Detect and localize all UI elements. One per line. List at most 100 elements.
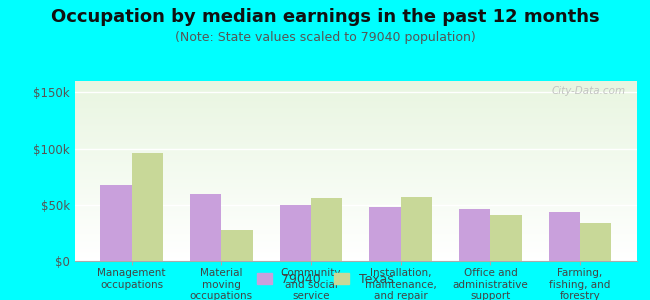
Bar [75, 145, 637, 146]
Bar [75, 163, 637, 164]
Bar [75, 154, 637, 155]
Bar [75, 242, 637, 243]
Bar [75, 129, 637, 130]
Bar [75, 239, 637, 240]
Bar [75, 202, 637, 203]
Bar [75, 162, 637, 163]
Bar [75, 170, 637, 171]
Bar [75, 109, 637, 110]
Bar [75, 87, 637, 88]
Bar [75, 201, 637, 202]
Bar [75, 85, 637, 86]
Bar [75, 191, 637, 192]
Bar [75, 157, 637, 158]
Bar [75, 168, 637, 169]
Bar [75, 118, 637, 119]
Bar [75, 238, 637, 239]
Bar [75, 123, 637, 124]
Bar [75, 182, 637, 183]
Bar [75, 238, 637, 239]
Bar [75, 209, 637, 210]
Bar [75, 82, 637, 83]
Bar [75, 164, 637, 165]
Bar [75, 231, 637, 232]
Bar [75, 167, 637, 168]
Bar [75, 206, 637, 207]
Bar [75, 173, 637, 174]
Bar [75, 138, 637, 139]
Bar [75, 214, 637, 215]
Bar [75, 241, 637, 242]
Bar [75, 115, 637, 116]
Bar [75, 198, 637, 199]
Bar [75, 221, 637, 222]
Bar [75, 141, 637, 142]
Bar [75, 137, 637, 138]
Bar [75, 96, 637, 97]
Bar [190, 194, 222, 261]
Bar [75, 252, 637, 253]
Bar [75, 253, 637, 254]
Bar [75, 205, 637, 206]
Bar [75, 248, 637, 249]
Bar [75, 120, 637, 121]
Text: (Note: State values scaled to 79040 population): (Note: State values scaled to 79040 popu… [175, 32, 475, 44]
Bar [75, 220, 637, 221]
Bar [75, 249, 637, 250]
Bar [75, 117, 637, 118]
Text: Occupation by median earnings in the past 12 months: Occupation by median earnings in the pas… [51, 8, 599, 26]
Bar [75, 193, 637, 194]
Bar [75, 156, 637, 157]
Bar [75, 125, 637, 126]
Bar [75, 223, 637, 224]
Bar [75, 169, 637, 170]
Bar [75, 194, 637, 195]
Bar [75, 94, 637, 95]
Bar [75, 85, 637, 86]
Bar [75, 110, 637, 111]
Bar [75, 89, 637, 90]
Bar [75, 207, 637, 208]
Bar [75, 256, 637, 257]
Bar [75, 183, 637, 184]
Bar [75, 243, 637, 244]
Bar [75, 99, 637, 100]
Bar [75, 112, 637, 113]
Bar [75, 188, 637, 189]
Bar [75, 196, 637, 197]
Bar [75, 132, 637, 133]
Bar [75, 216, 637, 217]
Legend: 79040, Texas: 79040, Texas [252, 268, 398, 291]
Bar [75, 178, 637, 179]
Bar [75, 159, 637, 160]
Bar [75, 124, 637, 125]
Bar [75, 204, 637, 205]
Bar [75, 153, 637, 154]
Bar [75, 211, 637, 212]
Bar [75, 258, 637, 259]
Bar [75, 213, 637, 214]
Bar [75, 217, 637, 218]
Bar [75, 202, 637, 203]
Bar [75, 171, 637, 172]
Bar [75, 176, 637, 177]
Bar [75, 257, 637, 258]
Bar [75, 105, 637, 106]
Bar [75, 150, 637, 151]
Bar [75, 228, 637, 229]
Bar [75, 236, 637, 237]
Bar [75, 84, 637, 85]
Bar [75, 215, 637, 216]
Bar [580, 223, 612, 261]
Bar [75, 177, 637, 178]
Bar [75, 186, 637, 187]
Bar [311, 198, 343, 261]
Bar [100, 184, 132, 261]
Bar [75, 222, 637, 223]
Bar [75, 88, 637, 89]
Bar [75, 210, 637, 211]
Bar [75, 175, 637, 176]
Bar [75, 91, 637, 92]
Bar [75, 165, 637, 166]
Bar [75, 155, 637, 156]
